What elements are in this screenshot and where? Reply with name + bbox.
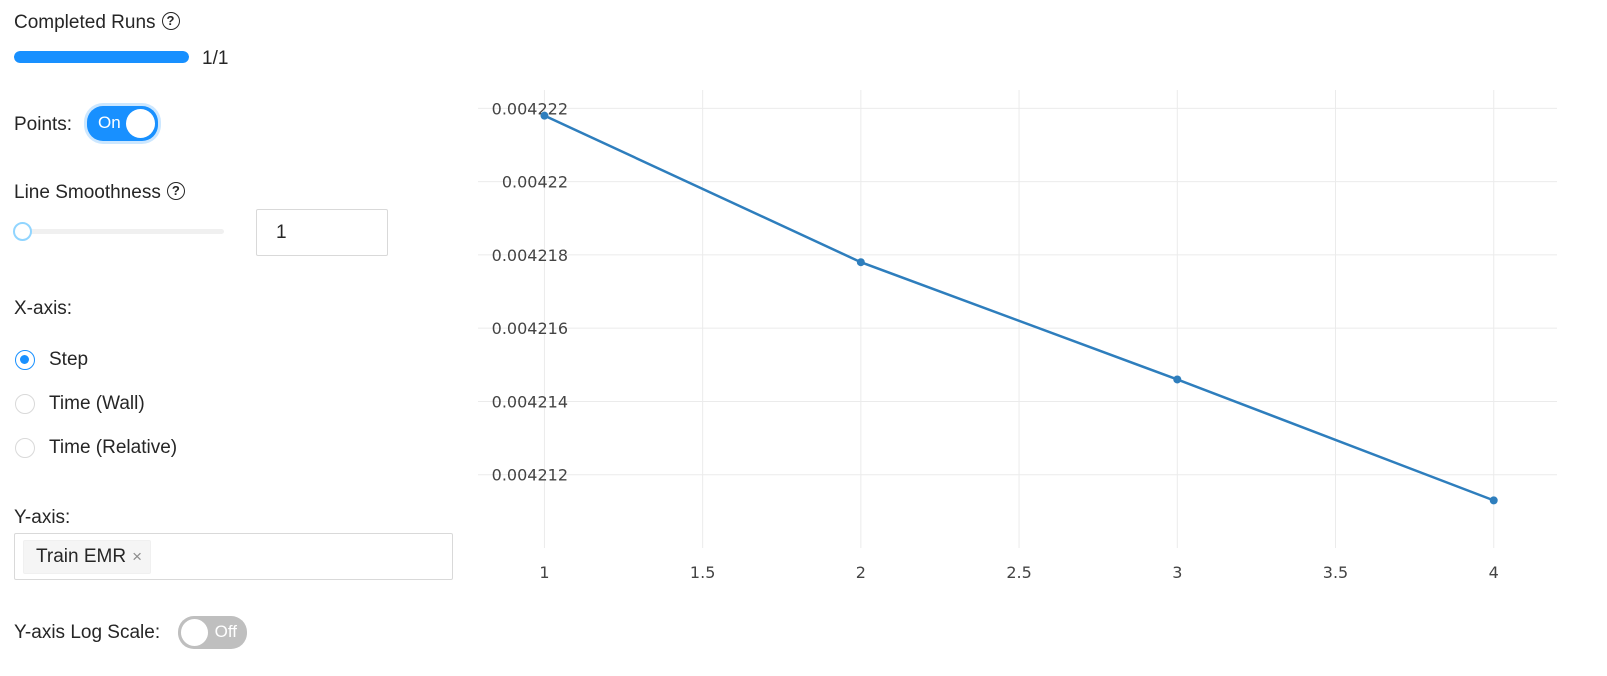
data-point[interactable] [856,258,865,267]
xaxis-option-step[interactable]: Step [49,349,89,370]
y-tick-label: 0.004214 [492,392,568,411]
smoothness-slider-handle[interactable] [13,222,32,241]
toggle-knob [126,109,155,138]
data-point[interactable] [1489,496,1498,505]
smoothness-text: Line Smoothness [14,182,161,203]
yaxis-tag-label: Train EMR [36,546,127,567]
y-tick-label: 0.004218 [492,246,568,265]
chart-grid [478,90,1557,548]
completed-runs-count: 1/1 [202,48,229,69]
x-tick-label: 3 [1172,563,1182,582]
smoothness-label: Line Smoothness? [14,181,185,204]
close-icon[interactable]: × [132,547,143,566]
x-tick-label: 4 [1489,563,1499,582]
y-tick-label: 0.004222 [492,99,568,118]
ylog-label: Y-axis Log Scale: [14,622,161,643]
xaxis-radio-time-wall[interactable] [15,394,35,414]
xaxis-option-time-relative[interactable]: Time (Relative) [49,437,178,458]
xaxis-radio-step[interactable] [15,350,35,370]
x-tick-label: 1.5 [690,563,715,582]
yaxis-tag: Train EMR × [23,540,152,574]
points-label: Points: [14,114,73,135]
ylog-toggle[interactable]: Off [178,616,247,649]
y-tick-label: 0.004216 [492,319,568,338]
chart-ticks: 1 1.5 2 2.5 3 3.5 4 0.004212 0.004214 0.004216 0.0… [492,99,1499,582]
y-tick-label: 0.004212 [492,466,568,485]
help-icon[interactable]: ? [161,11,180,30]
ylog-toggle-text: Off [214,622,237,641]
xaxis-radio-time-relative[interactable] [15,438,35,458]
data-point[interactable] [1173,375,1182,384]
completed-runs-label: Completed Runs? [14,11,180,34]
data-point[interactable] [540,111,549,120]
chart-series [540,111,1498,505]
x-tick-label: 2 [856,563,866,582]
xaxis-label: X-axis: [14,298,73,319]
smoothness-slider-rail[interactable] [22,229,224,234]
x-tick-label: 2.5 [1006,563,1031,582]
y-tick-label: 0.00422 [502,173,568,192]
help-icon[interactable]: ? [166,181,185,200]
xaxis-option-time-wall[interactable]: Time (Wall) [49,393,145,414]
progress-fill [14,51,189,63]
completed-runs-text: Completed Runs [14,12,156,33]
x-tick-label: 3.5 [1323,563,1348,582]
completed-runs-progress [14,51,189,63]
series-line [543,114,1495,502]
points-toggle[interactable]: On [87,106,158,141]
points-toggle-text: On [98,113,121,132]
smoothness-input[interactable]: 1 [256,209,388,256]
toggle-knob [181,619,208,646]
yaxis-label: Y-axis: [14,507,71,528]
x-tick-label: 1 [539,563,549,582]
yaxis-select[interactable]: Train EMR × [14,533,453,580]
